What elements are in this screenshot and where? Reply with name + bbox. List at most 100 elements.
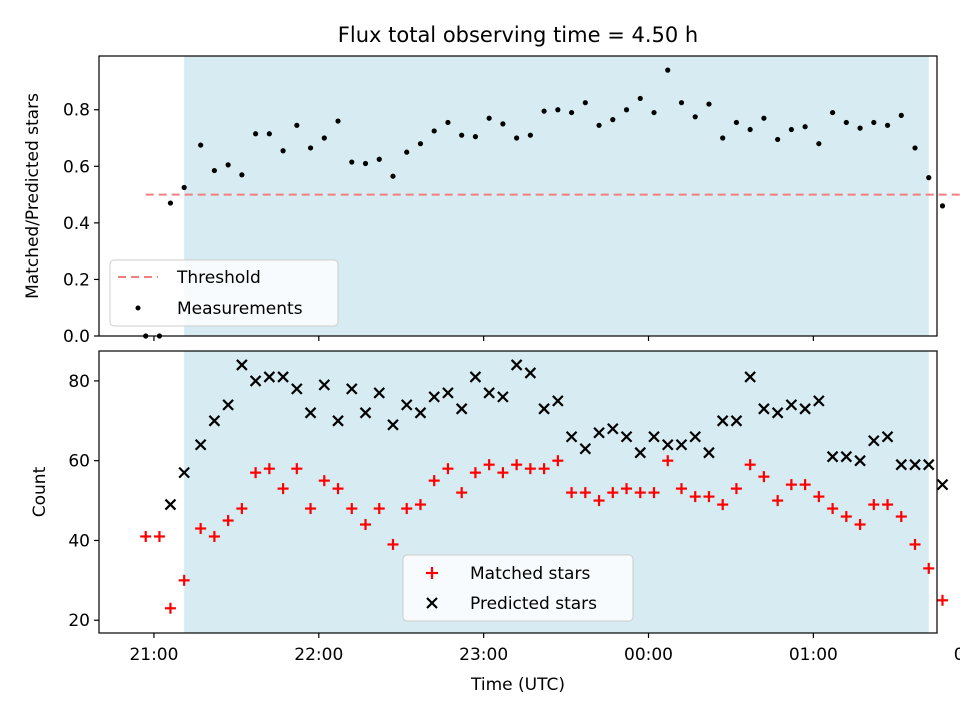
predicted-stars-point [194, 438, 207, 451]
measurement-point [761, 115, 767, 121]
predicted-stars-point [483, 387, 495, 399]
measurement-point [445, 119, 451, 126]
matched-stars-point [140, 530, 152, 542]
matched-stars-point [305, 503, 317, 515]
matched-stars-point [772, 495, 784, 507]
predicted-stars-point [497, 391, 509, 403]
matched-stars-point [840, 511, 852, 523]
measurement-point [167, 200, 174, 206]
measurement-point [706, 101, 712, 107]
predicted-stars-point [716, 415, 729, 427]
predicted-stars-point [785, 399, 798, 411]
predicted-stars-point [263, 371, 276, 383]
measurement-point [390, 173, 396, 179]
count-legend-frame [402, 554, 634, 622]
matched-stars-point [552, 455, 564, 467]
matched-stars-point [318, 475, 330, 487]
predicted-stars-point [208, 415, 221, 427]
measurement-point [500, 121, 506, 127]
predicted-stars-point [277, 371, 289, 383]
predicted-stars-point [373, 387, 386, 399]
matched-stars-point [164, 602, 176, 614]
legend-threshold-label: Threshold [176, 268, 261, 288]
y-tick-label: 0.2 [63, 270, 90, 290]
predicted-stars-point [634, 446, 647, 459]
matched-stars-point [414, 499, 426, 511]
predicted-stars-point [510, 359, 523, 371]
predicted-stars-point [442, 387, 454, 399]
measurement-point [596, 122, 602, 128]
predicted-stars-point [895, 458, 908, 471]
measurement-point [321, 135, 327, 141]
measurement-point [225, 162, 231, 168]
matched-stars-point [153, 530, 165, 542]
measurement-point [843, 119, 849, 126]
matched-stars-point [346, 503, 358, 515]
matched-stars-point [689, 491, 701, 503]
measurement-point [362, 160, 369, 167]
count-legend: Matched stars Predicted stars [402, 554, 634, 622]
predicted-stars-point [648, 430, 660, 443]
legend-predicted-label: Predicted stars [470, 594, 597, 614]
predicted-stars-point [593, 426, 605, 439]
measurement-point [747, 126, 753, 133]
y-tick-label: 60 [68, 452, 90, 472]
measurement-point [720, 135, 726, 141]
matched-stars-point [662, 455, 674, 467]
measurement-point [280, 148, 286, 154]
predicted-stars-point [936, 478, 949, 491]
predicted-stars-point [164, 498, 177, 511]
measurement-point [939, 203, 946, 209]
matched-stars-point [566, 487, 578, 499]
measurement-point [514, 135, 520, 141]
matched-stars-point [895, 511, 907, 523]
matched-stars-point [195, 522, 207, 534]
matched-stars-point [332, 483, 344, 495]
matched-stars-point [607, 487, 619, 499]
matched-stars-point [511, 459, 523, 471]
measurement-point [678, 100, 685, 106]
predicted-stars-point [455, 403, 468, 415]
measurement-point [417, 141, 424, 147]
y-tick-label: 0.8 [63, 101, 90, 121]
predicted-stars-point [607, 423, 619, 435]
measurement-point [253, 131, 259, 137]
measurement-point [198, 142, 204, 148]
chart-title: Flux total observing time = 4.50 h [338, 23, 698, 47]
matched-stars-point [634, 487, 646, 499]
x-tick-label: 00:00 [624, 645, 673, 665]
x-tick-label: 01:00 [789, 645, 838, 665]
matched-stars-point [456, 487, 468, 499]
matched-stars-point [524, 463, 536, 475]
predicted-stars-point [909, 458, 921, 471]
y-tick-label: 0.6 [63, 157, 90, 177]
matched-stars-point [744, 459, 756, 471]
predicted-stars-point [332, 415, 344, 427]
predicted-stars-point [826, 450, 839, 463]
matched-stars-point [236, 503, 248, 515]
predicted-stars-point [689, 430, 701, 443]
matched-stars-point [178, 574, 190, 586]
matched-stars-point [703, 491, 715, 503]
measurement-point [623, 107, 630, 113]
x-tick-label: 02:00 [954, 645, 960, 665]
predicted-stars-point [469, 371, 482, 383]
predicted-stars-point [868, 434, 880, 447]
matched-stars-point [648, 487, 660, 499]
predicted-stars-point [579, 442, 592, 455]
predicted-stars-point [552, 395, 564, 407]
predicted-stars-point [222, 399, 234, 411]
measurement-point [665, 67, 671, 73]
matched-stars-point [538, 463, 550, 475]
measurement-point [651, 109, 657, 116]
predicted-stars-point [813, 395, 825, 407]
measurement-point [788, 126, 794, 133]
measurement-point [829, 109, 836, 116]
matched-stars-point [387, 538, 399, 550]
predicted-stars-point [840, 450, 853, 463]
count-y-axis-label: Count [30, 466, 50, 517]
matched-stars-point [483, 459, 495, 471]
matched-stars-point [936, 594, 948, 606]
matched-stars-point [250, 467, 262, 479]
